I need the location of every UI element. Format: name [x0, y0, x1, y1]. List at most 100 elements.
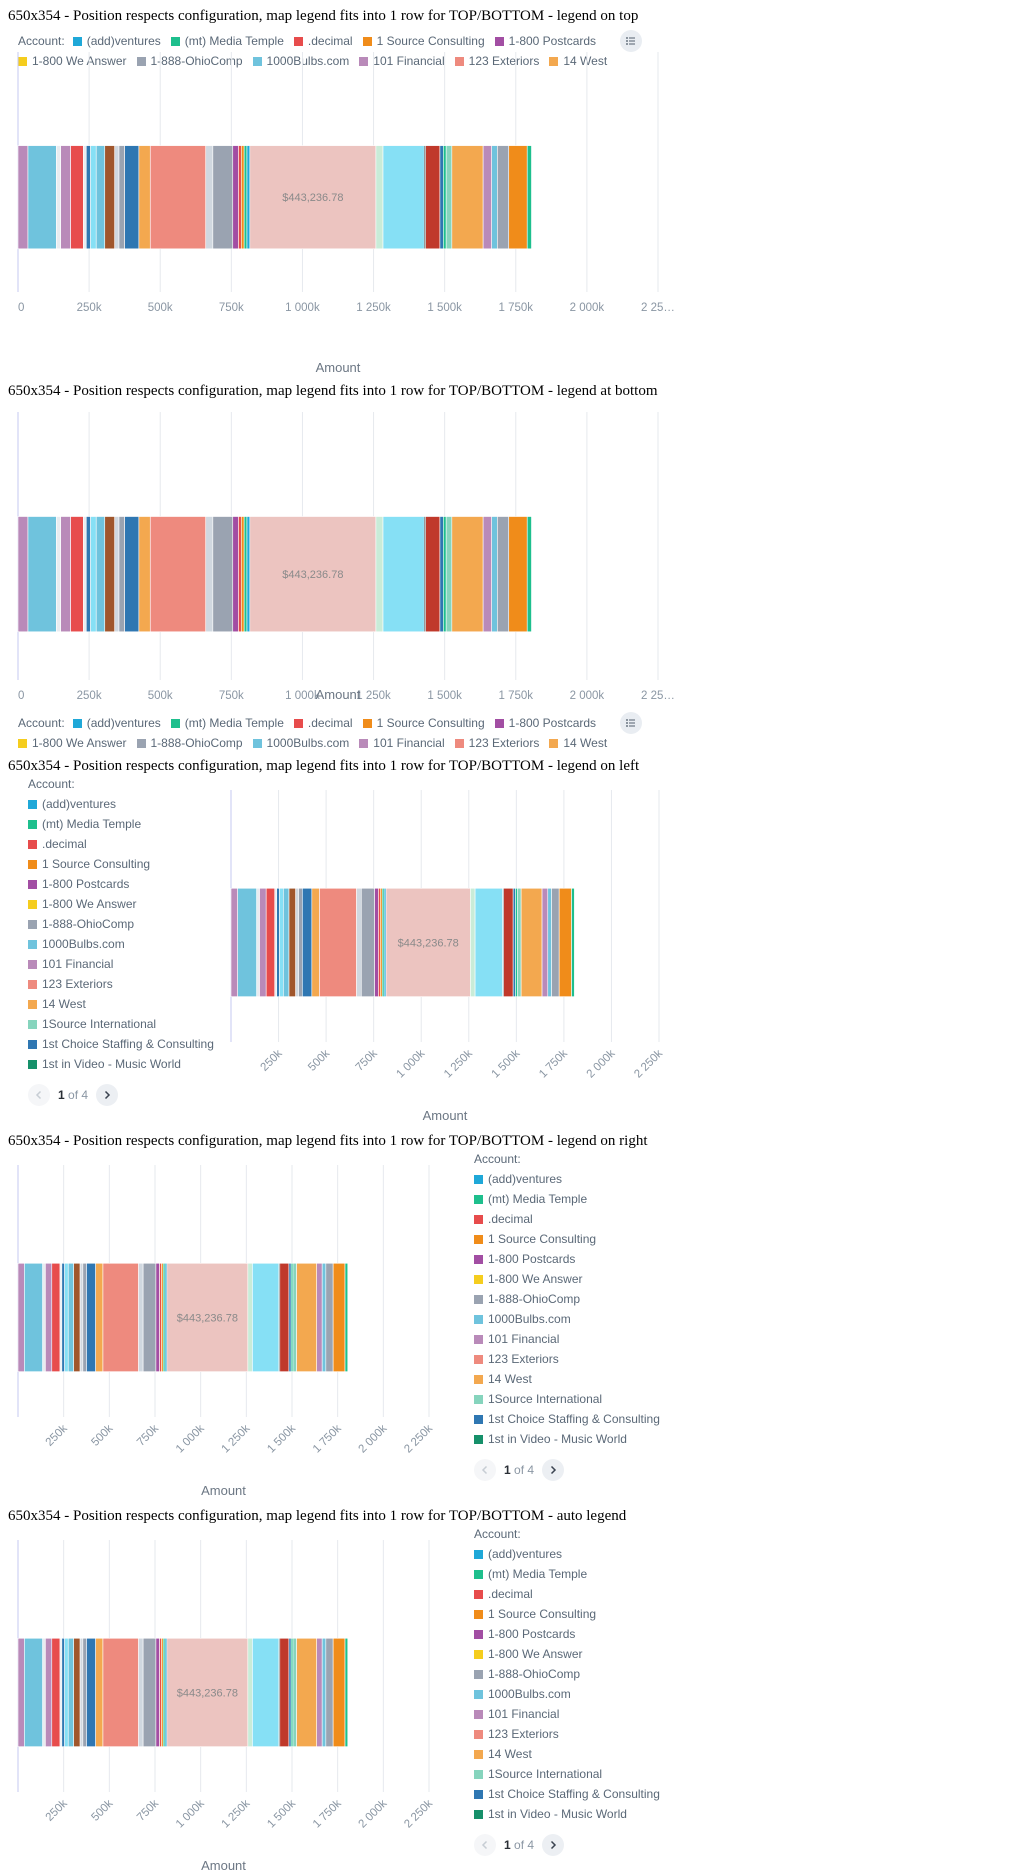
- bar-segment[interactable]: [240, 145, 245, 250]
- bar-segment[interactable]: [445, 145, 453, 250]
- bar-segment[interactable]: [311, 887, 320, 997]
- bar-segment[interactable]: [482, 145, 492, 250]
- bar-segment[interactable]: [541, 887, 549, 997]
- legend-item[interactable]: 1st in Video - Music World: [474, 1429, 679, 1449]
- bar-segment[interactable]: [571, 887, 575, 997]
- bar-segment[interactable]: [558, 887, 572, 997]
- bar-segment[interactable]: [118, 145, 125, 250]
- bar-segment[interactable]: [85, 145, 91, 250]
- bar-segment[interactable]: [382, 145, 425, 250]
- legend-item[interactable]: 1Source International: [474, 1389, 679, 1409]
- bar-segment[interactable]: [56, 145, 61, 250]
- bar-segment[interactable]: [124, 145, 140, 250]
- legend-item[interactable]: 123 Exteriors: [28, 974, 233, 994]
- bar-segment[interactable]: [138, 145, 151, 250]
- bar-segment[interactable]: [302, 887, 313, 997]
- legend-item[interactable]: (add)ventures: [72, 716, 161, 730]
- bar-segment[interactable]: [166, 1262, 249, 1372]
- bar-segment[interactable]: [252, 1637, 280, 1747]
- bar-segment[interactable]: [332, 1262, 346, 1372]
- bar-segment[interactable]: [319, 887, 357, 997]
- legend-item[interactable]: 1 Source Consulting: [28, 854, 233, 874]
- bar-segment[interactable]: [325, 1637, 334, 1747]
- bar-segment[interactable]: [551, 887, 560, 997]
- legend-menu-button[interactable]: [620, 30, 643, 52]
- bar-segment[interactable]: [247, 1262, 253, 1372]
- bar-segment[interactable]: [83, 145, 87, 250]
- legend-item[interactable]: 1-800 We Answer: [18, 736, 127, 750]
- legend-item[interactable]: 1Source International: [28, 1014, 233, 1034]
- legend-item[interactable]: 101 Financial: [28, 954, 233, 974]
- bar-segment[interactable]: [42, 1262, 46, 1372]
- bar-segment[interactable]: [166, 1637, 249, 1747]
- bar-segment[interactable]: [142, 1637, 157, 1747]
- legend-item[interactable]: 101 Financial: [359, 54, 445, 68]
- bar-segment[interactable]: [155, 1262, 160, 1372]
- bar-segment[interactable]: [243, 145, 248, 250]
- legend-item[interactable]: 101 Financial: [474, 1329, 679, 1349]
- bar-segment[interactable]: [95, 1637, 104, 1747]
- bar-segment[interactable]: [443, 145, 447, 250]
- legend-item[interactable]: .decimal: [474, 1209, 679, 1229]
- next-page-button[interactable]: [96, 1084, 119, 1106]
- legend-item[interactable]: (add)ventures: [28, 794, 233, 814]
- bar-segment[interactable]: [60, 516, 71, 633]
- bar-segment[interactable]: [27, 145, 57, 250]
- legend-item[interactable]: 1000Bulbs.com: [28, 934, 233, 954]
- next-page-button[interactable]: [542, 1459, 565, 1481]
- legend-item[interactable]: 14 West: [549, 736, 607, 750]
- bar-segment[interactable]: [321, 1262, 327, 1372]
- bar-segment[interactable]: [316, 1262, 323, 1372]
- legend-item[interactable]: (add)ventures: [72, 34, 161, 48]
- bar-segment[interactable]: [451, 145, 484, 250]
- bar-segment[interactable]: [296, 1637, 318, 1747]
- bar-segment[interactable]: [279, 887, 284, 997]
- legend-item[interactable]: (mt) Media Temple: [170, 34, 284, 48]
- bar-segment[interactable]: [138, 516, 151, 633]
- legend-item[interactable]: 1-888-OhioComp: [474, 1664, 679, 1684]
- legend-item[interactable]: 1000Bulbs.com: [474, 1684, 679, 1704]
- legend-item[interactable]: 1-800 We Answer: [28, 894, 233, 914]
- bar-segment[interactable]: [83, 516, 87, 633]
- bar-segment[interactable]: [295, 887, 299, 997]
- bar-segment[interactable]: [439, 145, 444, 250]
- bar-segment[interactable]: [90, 145, 97, 250]
- bar-segment[interactable]: [451, 516, 484, 633]
- bar-segment[interactable]: [102, 1637, 139, 1747]
- bar-segment[interactable]: [149, 516, 207, 633]
- bar-segment[interactable]: [240, 516, 245, 633]
- legend-item[interactable]: (add)ventures: [474, 1169, 679, 1189]
- bar-segment[interactable]: [70, 145, 84, 250]
- bar-segment[interactable]: [79, 1262, 84, 1372]
- bar-segment[interactable]: [425, 516, 441, 633]
- bar-segment[interactable]: [70, 516, 84, 633]
- bar-segment[interactable]: [67, 1637, 75, 1747]
- legend-item[interactable]: 14 West: [474, 1369, 679, 1389]
- bar-segment[interactable]: [17, 145, 29, 250]
- legend-item[interactable]: 1 Source Consulting: [362, 716, 485, 730]
- bar-segment[interactable]: [296, 1262, 318, 1372]
- legend-item[interactable]: 123 Exteriors: [454, 736, 539, 750]
- legend-item[interactable]: 1 Source Consulting: [474, 1604, 679, 1624]
- bar-segment[interactable]: [325, 1262, 334, 1372]
- legend-item[interactable]: 1-800 Postcards: [494, 34, 596, 48]
- bar-segment[interactable]: [114, 145, 120, 250]
- bar-segment[interactable]: [292, 1262, 297, 1372]
- bar-segment[interactable]: [316, 1637, 323, 1747]
- legend-item[interactable]: (mt) Media Temple: [170, 716, 284, 730]
- bar-segment[interactable]: [114, 516, 120, 633]
- legend-item[interactable]: 1-800 Postcards: [474, 1249, 679, 1269]
- bar-segment[interactable]: [124, 516, 140, 633]
- bar-segment[interactable]: [259, 887, 267, 997]
- bar-segment[interactable]: [45, 1262, 53, 1372]
- bar-segment[interactable]: [517, 887, 522, 997]
- bar-segment[interactable]: [205, 516, 214, 633]
- bar-segment[interactable]: [321, 1637, 327, 1747]
- bar-segment[interactable]: [382, 516, 425, 633]
- bar-segment[interactable]: [443, 516, 447, 633]
- bar-segment[interactable]: [230, 887, 238, 997]
- bar-segment[interactable]: [17, 1262, 25, 1372]
- bar-segment[interactable]: [375, 145, 384, 250]
- legend-item[interactable]: 1st in Video - Music World: [28, 1054, 233, 1074]
- legend-item[interactable]: 1000Bulbs.com: [474, 1309, 679, 1329]
